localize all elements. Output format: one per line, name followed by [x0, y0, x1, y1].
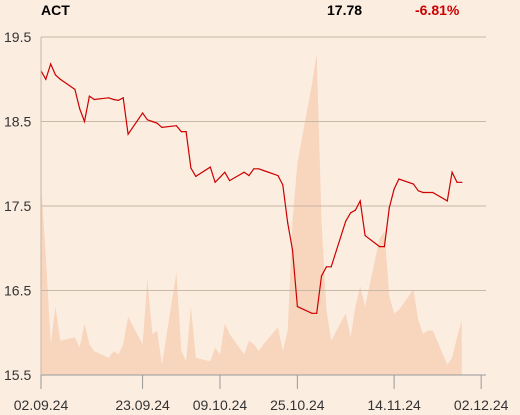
current-price: 17.78: [327, 2, 363, 18]
y-tick-label: 18.5: [4, 114, 31, 130]
x-tick-label: 02.09.24: [14, 397, 69, 413]
price-data-point: [412, 183, 414, 185]
price-data-point: [330, 266, 332, 268]
price-data-point: [185, 131, 187, 133]
price-change-percent: -6.81%: [415, 2, 460, 18]
price-data-point: [156, 122, 158, 124]
price-data-point: [320, 275, 323, 277]
price-data-point: [393, 188, 395, 190]
price-data-point: [93, 98, 95, 101]
price-data-point: [446, 200, 448, 202]
price-data-point: [398, 178, 400, 180]
price-data-point: [117, 99, 119, 101]
price-data-point: [122, 97, 124, 99]
price-data-point: [253, 168, 255, 170]
price-data-point: [311, 312, 313, 314]
price-data-point: [461, 181, 463, 183]
price-data-point: [214, 181, 216, 183]
price-series-line: [40, 62, 462, 314]
price-data-point: [316, 312, 318, 314]
price-data-point: [190, 167, 192, 169]
x-tick-label: 02.12.24: [454, 397, 509, 413]
price-data-point: [195, 175, 197, 177]
volume-area-layer: [41, 53, 462, 375]
price-data-point: [219, 176, 221, 178]
price-data-point: [291, 249, 294, 251]
price-data-point: [243, 171, 245, 173]
price-data-point: [262, 169, 265, 172]
price-data-point: [108, 97, 110, 99]
price-data-point: [127, 133, 129, 135]
price-data-point: [113, 98, 115, 101]
price-data-point: [282, 184, 284, 186]
volume-area: [41, 53, 462, 375]
price-data-point: [45, 78, 47, 80]
x-tick-label: 25.10.24: [270, 397, 325, 413]
price-data-point: [277, 175, 279, 177]
price-data-point: [417, 190, 419, 192]
price-data-point: [296, 306, 298, 308]
price-data-point: [364, 235, 366, 237]
price-data-point: [456, 181, 458, 183]
price-data-point: [354, 209, 356, 211]
price-data-point: [451, 171, 453, 173]
price-data-point: [350, 212, 352, 214]
price-data-point: [142, 112, 144, 114]
y-tick-label: 19.5: [4, 29, 31, 45]
price-data-point: [345, 220, 347, 222]
ticker-symbol: ACT: [41, 2, 70, 18]
price-data-point: [59, 78, 61, 80]
price-data-point: [224, 171, 226, 173]
price-data-point: [422, 191, 424, 194]
price-data-point: [161, 126, 163, 128]
x-tick-label: 14.11.24: [367, 397, 421, 413]
price-data-point: [383, 246, 385, 248]
price-data-point: [175, 125, 177, 127]
price-data-point: [50, 63, 52, 65]
price-data-point: [248, 175, 250, 177]
y-tick-label: 17.5: [4, 198, 31, 214]
price-data-point: [432, 191, 434, 194]
price-data-point: [180, 131, 182, 133]
price-data-point: [258, 168, 260, 170]
price-data-point: [88, 95, 90, 97]
price-data-point: [325, 266, 327, 268]
y-tick-label: 15.5: [4, 367, 31, 383]
price-data-point: [79, 108, 81, 110]
price-data-point: [146, 119, 148, 121]
price-data-point: [427, 191, 429, 194]
price-data-point: [379, 246, 381, 248]
price-data-point: [388, 207, 390, 209]
price-line-layer: [40, 62, 463, 314]
x-tick-label: 09.10.24: [193, 397, 248, 413]
price-data-point: [83, 120, 86, 123]
price-data-point: [359, 200, 361, 202]
price-data-point: [229, 180, 231, 182]
x-tick-label: 23.09.24: [115, 397, 170, 413]
price-data-point: [151, 120, 153, 123]
axis-layer: 15.5 16.5 17.5 18.5 19.5 02.09.24 23.09.24 09.1…: [4, 29, 509, 413]
y-tick-label: 16.5: [4, 283, 31, 299]
price-data-point: [54, 74, 57, 76]
price-data-point: [287, 222, 289, 224]
price-data-point: [74, 88, 76, 90]
price-data-point: [209, 166, 211, 168]
